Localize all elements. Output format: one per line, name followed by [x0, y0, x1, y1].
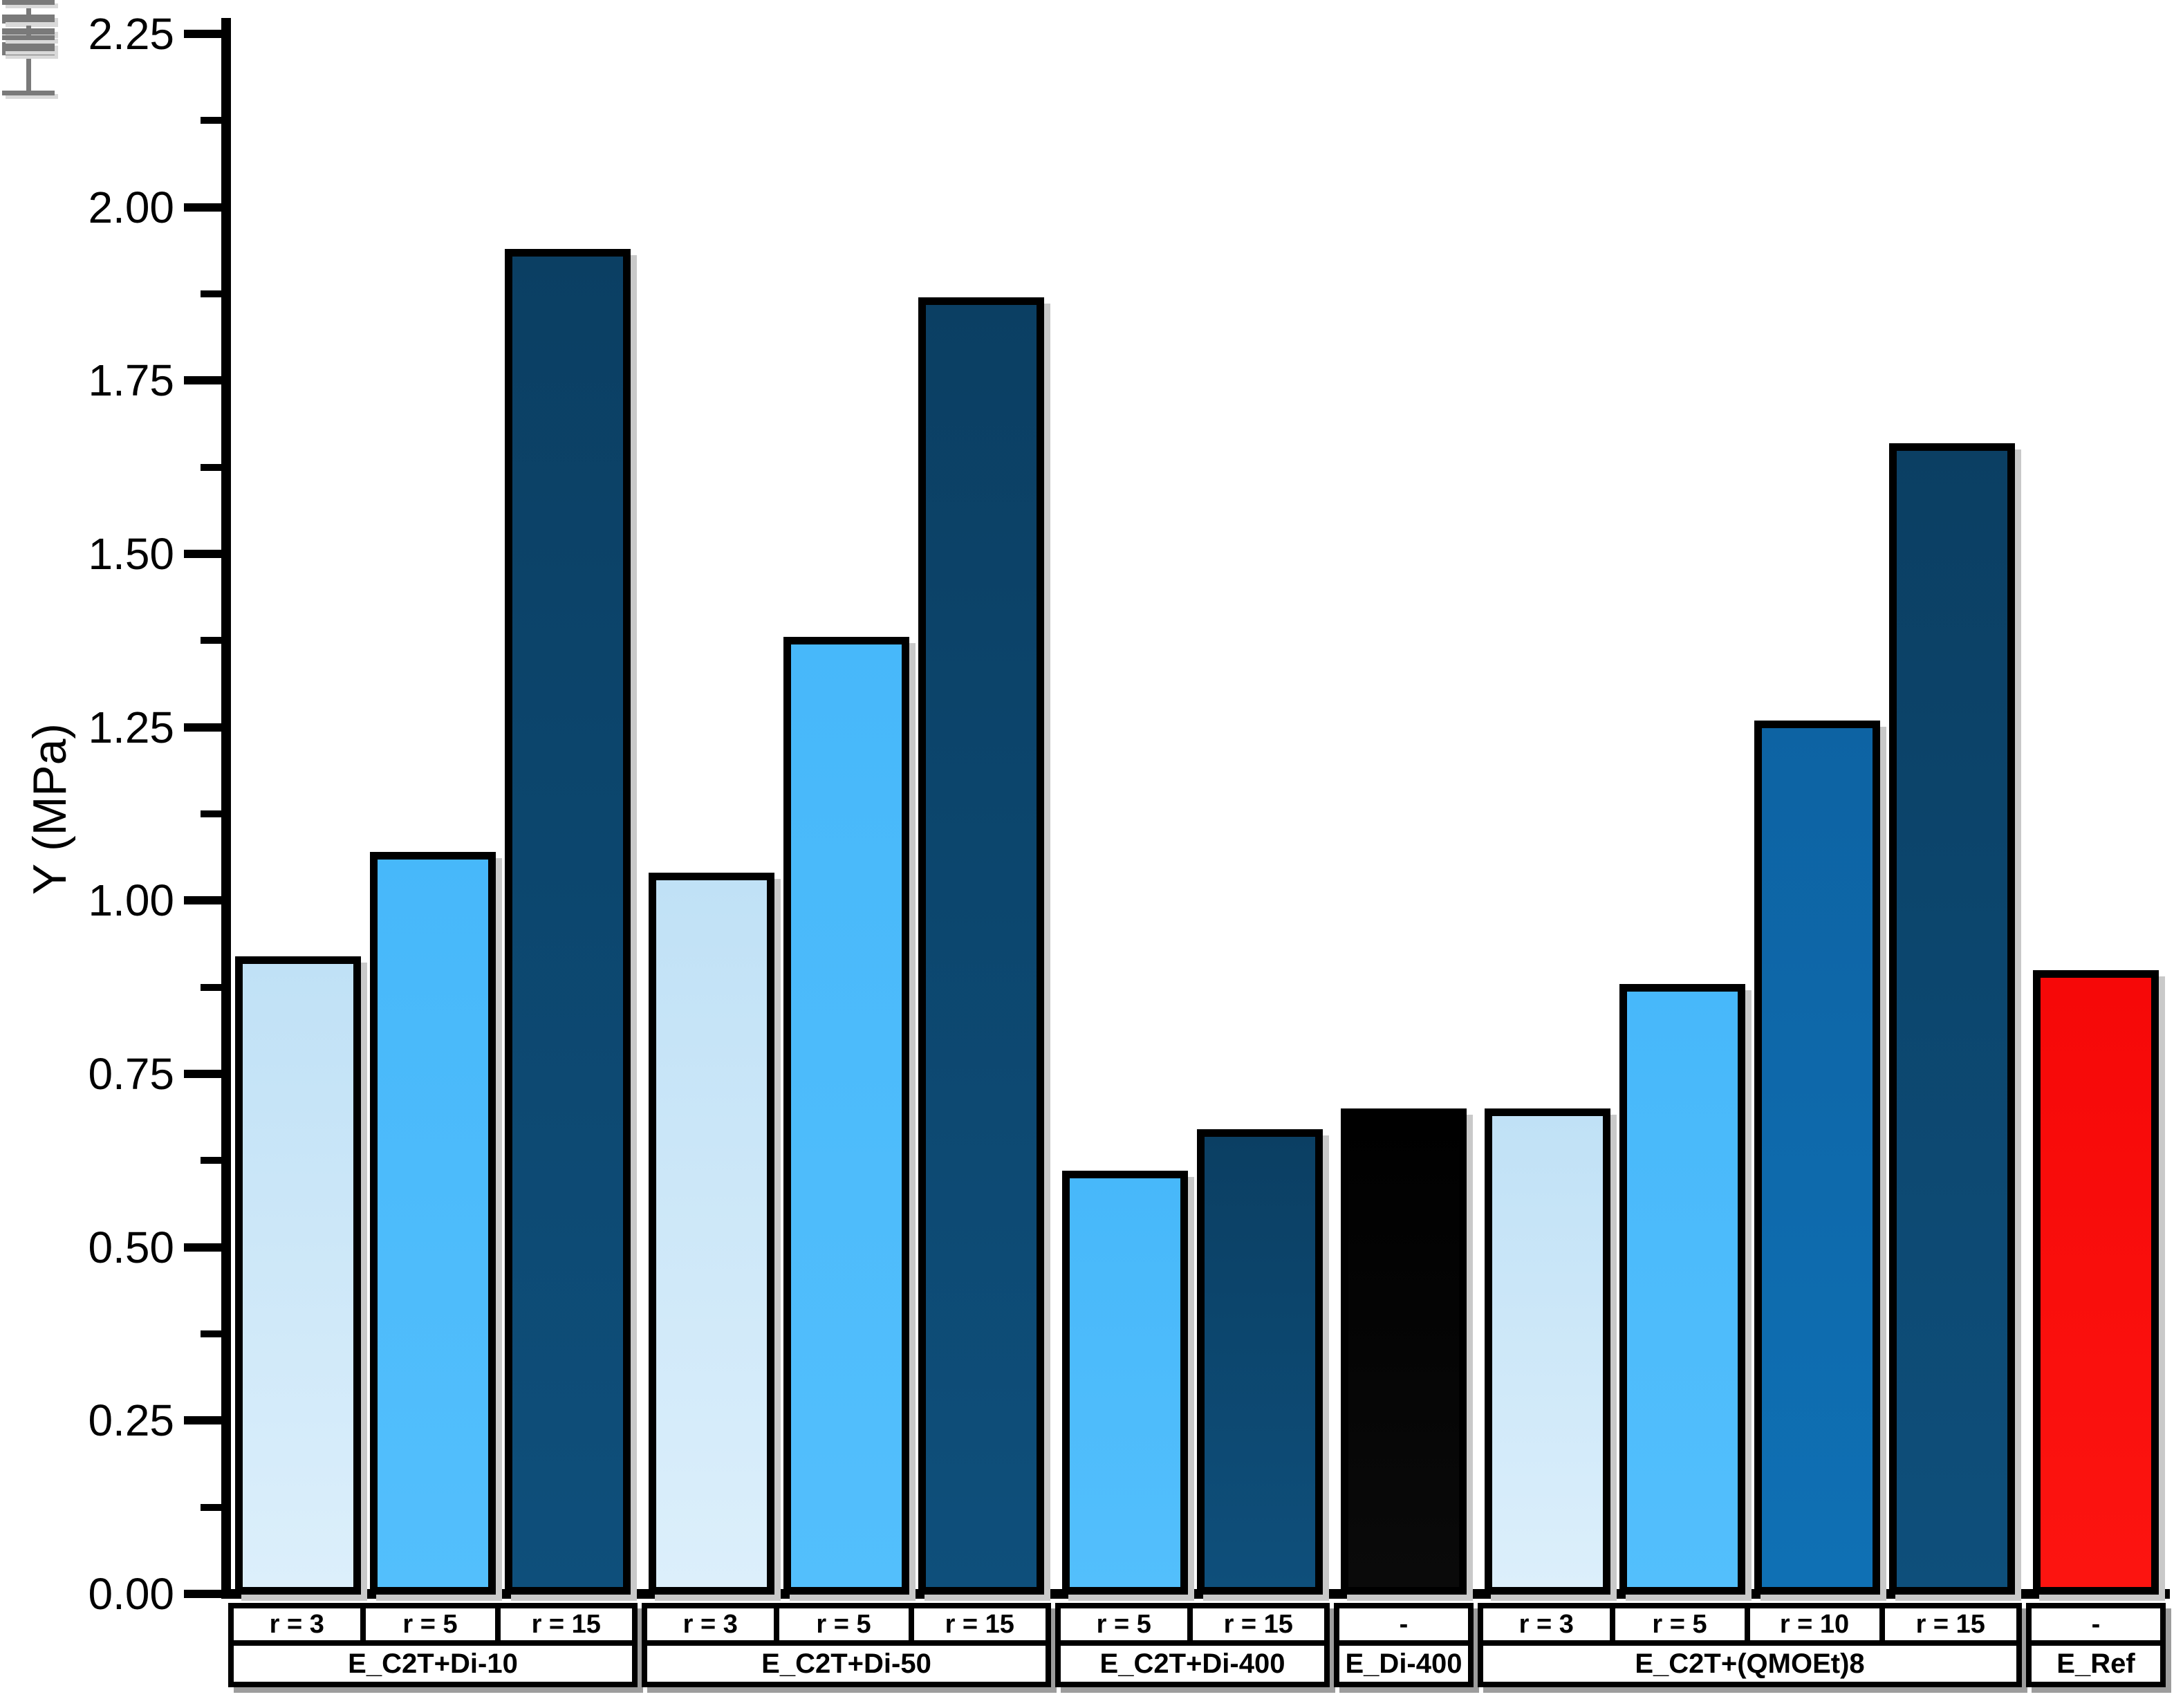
y-major-tick [184, 550, 221, 558]
x-tick-label-box: r = 5 [1609, 1603, 1750, 1646]
x-tick-label-box: r = 10 [1744, 1603, 1885, 1646]
y-minor-tick [201, 1330, 221, 1337]
y-minor-tick [201, 1503, 221, 1511]
error-bar [0, 0, 57, 530]
x-tick-label-box: - [1334, 1603, 1474, 1646]
bar [2033, 969, 2159, 1595]
y-minor-tick [201, 290, 221, 297]
y-minor-tick [201, 983, 221, 991]
y-tick-label: 1.00 [88, 875, 174, 926]
x-tick-label-box: r = 3 [642, 1603, 779, 1646]
error-bar [0, 0, 57, 176]
bars-layer [0, 0, 2174, 1595]
y-axis-line [221, 18, 231, 1599]
error-bar-bottom-cap [2, 50, 55, 56]
x-tick-label-box: r = 5 [1055, 1603, 1193, 1646]
x-tick-label-box: - [2026, 1603, 2166, 1646]
y-minor-tick [201, 463, 221, 471]
x-group-label-box: E_Di-400 [1334, 1640, 1474, 1687]
bar [370, 852, 496, 1595]
bar [1062, 1171, 1188, 1595]
error-bar-bottom-cap [2, 91, 55, 96]
x-tick-label-box: r = 5 [360, 1603, 501, 1646]
bar [1889, 443, 2015, 1595]
error-bar [0, 0, 57, 305]
y-major-tick [184, 896, 221, 905]
bar [1485, 1108, 1610, 1595]
y-major-tick [184, 1590, 221, 1598]
bar [1341, 1108, 1467, 1595]
y-major-tick [184, 1243, 221, 1252]
error-bar [0, 0, 57, 283]
y-tick-label: 0.00 [88, 1569, 174, 1619]
x-tick-label-box: r = 15 [1187, 1603, 1330, 1646]
error-bar [0, 0, 57, 507]
y-tick-label: 0.50 [88, 1222, 174, 1272]
bar [649, 873, 774, 1595]
error-bar-bottom-cap [2, 46, 55, 52]
y-major-tick [184, 1070, 221, 1078]
x-group-label-box: E_C2T+Di-400 [1055, 1640, 1330, 1687]
y-major-tick [184, 376, 221, 385]
error-bar-bottom-cap [2, 17, 55, 23]
bar [783, 637, 909, 1595]
x-tick-label-box: r = 5 [773, 1603, 914, 1646]
y-tick-label: 2.00 [88, 182, 174, 232]
y-tick-label: 2.25 [88, 9, 174, 59]
y-tick-label: 0.25 [88, 1395, 174, 1446]
error-bar [0, 0, 57, 467]
bar [1754, 720, 1880, 1595]
error-bar-line [26, 3, 31, 20]
bar [1197, 1129, 1323, 1595]
y-minor-tick [201, 117, 221, 124]
y-tick-label: 0.75 [88, 1049, 174, 1099]
x-tick-label-box: r = 3 [228, 1603, 366, 1646]
bar [1619, 983, 1745, 1595]
x-group-label-box: E_Ref [2026, 1640, 2166, 1687]
y-major-tick [184, 30, 221, 38]
y-minor-tick [201, 637, 221, 644]
y-tick-label: 1.25 [88, 702, 174, 752]
bar [918, 297, 1044, 1595]
x-group-label-box: E_C2T+Di-10 [228, 1640, 638, 1687]
error-bar-top-cap [2, 0, 55, 5]
y-major-tick [184, 203, 221, 212]
y-tick-label: 1.50 [88, 529, 174, 579]
x-tick-label-box: r = 15 [494, 1603, 638, 1646]
y-major-tick [184, 723, 221, 732]
bar [235, 956, 361, 1595]
bar [505, 248, 631, 1595]
x-tick-label-box: r = 15 [908, 1603, 1051, 1646]
y-minor-tick [201, 810, 221, 817]
y-tick-label: 1.75 [88, 355, 174, 406]
x-group-label-box: E_C2T+(QMOEt)8 [1478, 1640, 2022, 1687]
y-minor-tick [201, 1157, 221, 1164]
error-bar [0, 0, 57, 340]
x-tick-label-box: r = 15 [1879, 1603, 2022, 1646]
y-major-tick [184, 1416, 221, 1425]
x-tick-label-box: r = 3 [1478, 1603, 1615, 1646]
error-bar-bottom-cap [2, 35, 55, 41]
x-group-label-box: E_C2T+Di-50 [642, 1640, 1051, 1687]
